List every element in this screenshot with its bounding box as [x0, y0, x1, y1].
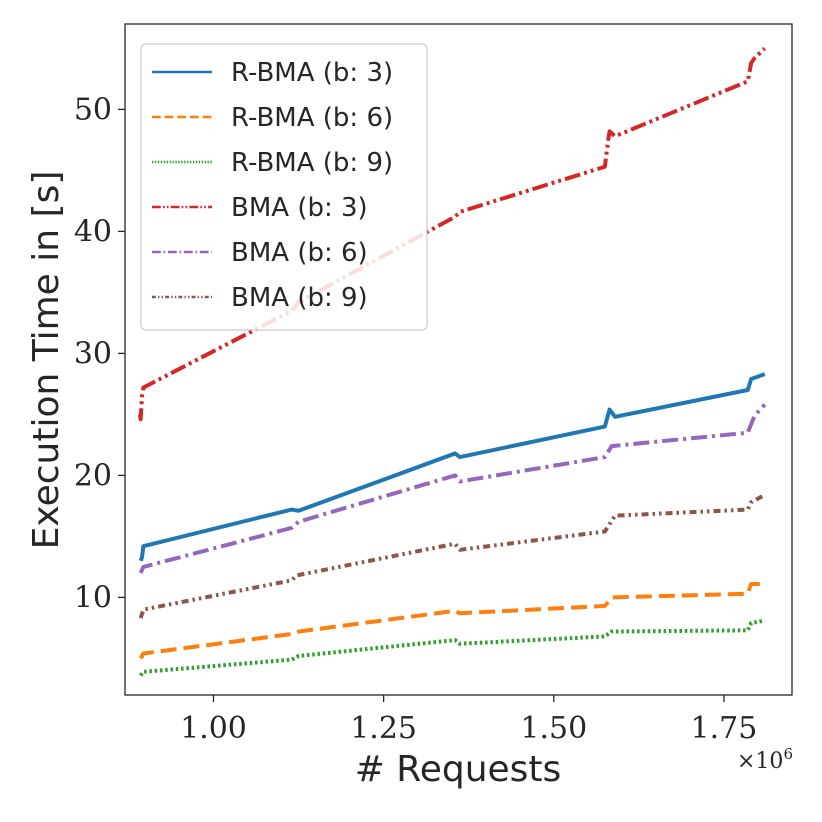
x-axis-ticks: 1.00 1.25 1.50 1.75	[180, 695, 757, 746]
y-tick-label: 10	[74, 580, 112, 615]
x-tick-label: 1.00	[180, 711, 247, 746]
y-axis-label: Execution Time in [s]	[26, 171, 67, 550]
plot-series-group	[137, 46, 767, 677]
plot-frame	[124, 23, 793, 696]
legend-label-2: R-BMA (b: 9)	[231, 148, 393, 178]
x-tick-label: 1.25	[350, 711, 417, 746]
x-axis-offset-label: ×106	[737, 745, 793, 774]
series-line-0	[138, 372, 766, 562]
y-tick-label: 20	[74, 458, 112, 493]
series-line-1	[138, 581, 765, 660]
y-tick-label: 50	[74, 92, 112, 127]
legend-label-3: BMA (b: 3)	[231, 193, 368, 223]
y-tick-label: 30	[74, 336, 112, 371]
y-axis-ticks: 10 20 30 40 50	[74, 92, 125, 615]
series-line-5	[138, 493, 766, 619]
x-axis-label: # Requests	[355, 749, 562, 790]
legend-label-5: BMA (b: 9)	[231, 283, 368, 313]
legend-label-1: R-BMA (b: 6)	[231, 103, 393, 133]
legend-label-4: BMA (b: 6)	[231, 238, 368, 268]
x-axis-offset-base: ×10	[737, 749, 783, 774]
legend-box	[140, 43, 428, 331]
series-line-4	[138, 403, 767, 574]
x-axis-offset-exponent: 6	[783, 745, 793, 763]
series-line-2	[139, 618, 766, 677]
legend: R-BMA (b: 3) R-BMA (b: 6) R-BMA (b: 9) BMA …	[140, 43, 428, 331]
y-tick-label: 40	[74, 214, 112, 249]
legend-label-0: R-BMA (b: 3)	[231, 58, 393, 88]
x-tick-label: 1.50	[520, 711, 587, 746]
x-tick-label: 1.75	[691, 711, 758, 746]
